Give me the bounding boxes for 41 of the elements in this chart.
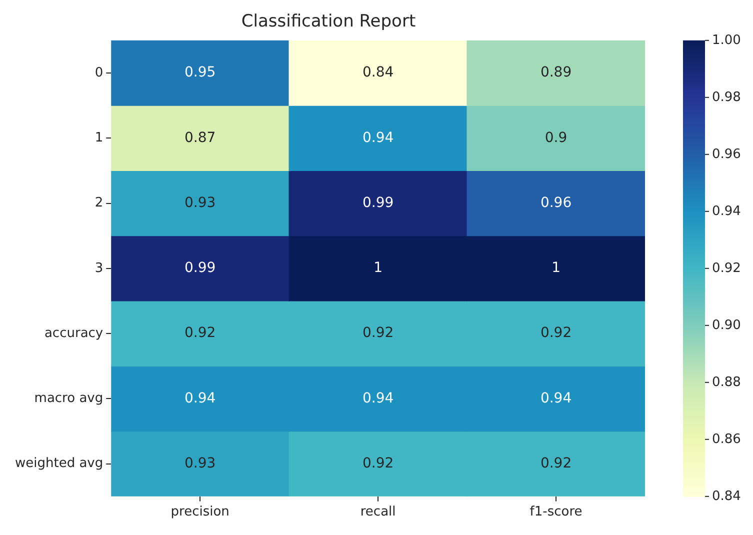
y-tick-label: macro avg [34,391,104,406]
y-tick-label: weighted avg [15,456,104,472]
color-bar-label: 0.86 [712,432,741,447]
data-label: 0.96 [540,194,572,211]
x-tick-label: recall [360,504,396,520]
data-label: 0.9 [544,130,568,146]
data-label: 0.94 [184,390,216,406]
data-label: 0.92 [540,455,572,472]
data-label: 0.92 [540,325,572,342]
color-bar-label: 1.00 [712,32,741,48]
data-label: 0.93 [184,455,216,472]
data-label: 0.94 [540,390,572,406]
data-label: 0.94 [362,130,394,146]
data-label: 0.99 [362,194,394,211]
x-tick-label: f1-score [530,504,582,520]
color-bar-label: 0.96 [712,146,741,162]
data-label: 0.99 [184,260,216,276]
y-tick-label: 3 [94,260,104,276]
data-label: 0.94 [362,390,394,406]
data-label: 0.92 [184,325,216,342]
data-label: 0.92 [362,455,394,472]
chart-title: Classification Report [241,12,416,32]
data-label: 0.89 [540,64,572,81]
data-label: 0.87 [184,130,216,146]
color-bar-label: 0.94 [712,204,741,219]
color-bar-label: 0.98 [712,90,741,105]
color-bar-label: 0.92 [712,260,741,276]
y-tick-label: 2 [94,196,104,211]
color-bar-label: 0.84 [712,488,741,504]
data-label: 0.93 [184,194,216,211]
data-label: 1 [374,260,383,276]
y-tick-label: accuracy [44,326,104,341]
y-tick-label: 0 [94,65,104,80]
color-bar-label: 0.88 [712,374,741,390]
color-bar-label: 0.90 [712,318,741,333]
data-label: 0.84 [362,64,394,81]
data-label: 1 [552,260,560,276]
x-tick-label: precision [170,504,230,520]
data-label: 0.95 [184,64,216,81]
y-tick-label: 1 [94,130,104,146]
data-label: 0.92 [362,325,394,342]
